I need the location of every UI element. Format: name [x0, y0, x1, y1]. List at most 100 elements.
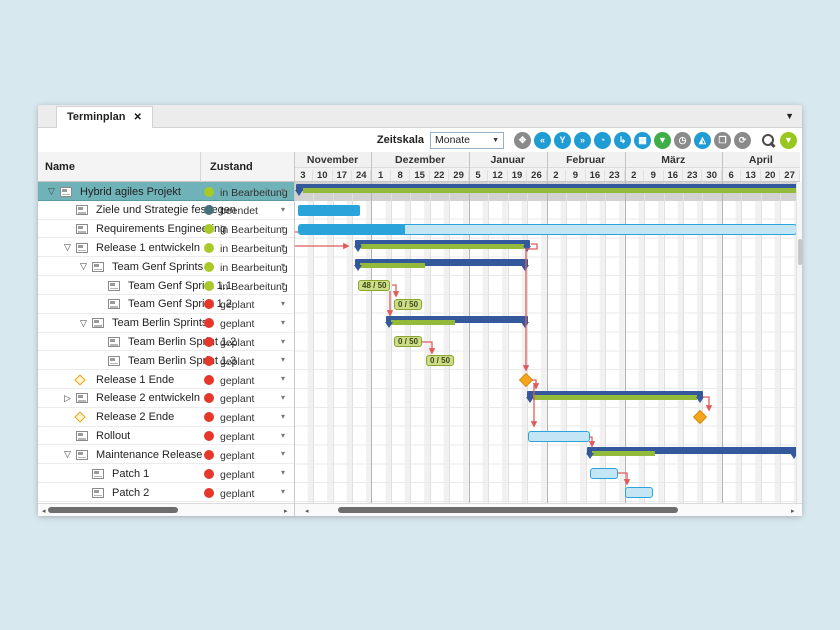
task-name[interactable]: Patch 2 [112, 486, 150, 499]
milestone-diamond[interactable] [692, 410, 708, 425]
jump-to-start-icon[interactable]: « [534, 131, 551, 149]
tab-terminplan[interactable]: Terminplan ✕ [56, 106, 153, 128]
capacity-pill[interactable]: 0 / 50 [426, 355, 455, 367]
scroll-right-icon[interactable]: ▸ [284, 507, 288, 515]
planned-task-bar[interactable] [528, 430, 590, 442]
status-dropdown-icon[interactable]: ▾ [281, 242, 286, 252]
chart-vscrollbar[interactable] [796, 182, 802, 503]
table-row[interactable]: Patch 2 geplant ▾ [38, 483, 294, 502]
pie-chart-icon[interactable]: ◔ [594, 131, 611, 149]
zeitskala-select[interactable]: Monate ▼ [430, 131, 504, 149]
expand-expander-icon[interactable]: ▷ [64, 392, 71, 403]
table-row[interactable]: Ziele und Strategie festlegen beendet ▾ [38, 200, 294, 220]
task-name[interactable]: Release 1 entwickeln [96, 241, 200, 254]
table-row[interactable]: ▽ Team Genf Sprints in Bearbeitung ▾ [38, 257, 294, 277]
status-dropdown-icon[interactable]: ▾ [281, 317, 286, 327]
table-hscrollbar[interactable]: ◂ ▸ [38, 503, 294, 516]
task-name[interactable]: Team Berlin Sprints [112, 317, 208, 330]
table-row[interactable]: Team Genf Sprint 1.1 in Bearbeitung ▾ [38, 276, 294, 295]
capacity-pill[interactable]: 0 / 50 [394, 336, 423, 348]
column-header-name[interactable]: Name [45, 161, 75, 173]
chart-hscroll-thumb[interactable] [338, 507, 678, 513]
filter-time-icon[interactable]: ▼ [780, 131, 797, 149]
table-row[interactable]: Rollout geplant ▾ [38, 426, 294, 446]
expand-branch-icon[interactable]: Y [554, 131, 571, 149]
task-bar-with-progress[interactable] [298, 223, 797, 235]
status-dropdown-icon[interactable]: ▾ [281, 336, 286, 346]
table-row[interactable]: Release 2 Ende geplant ▾ [38, 407, 294, 427]
milestone-diamond[interactable] [518, 372, 534, 387]
status-dropdown-icon[interactable]: ▾ [281, 411, 286, 421]
column-divider[interactable] [200, 152, 201, 182]
grid-report-icon[interactable]: ▦ [634, 131, 651, 149]
table-row[interactable]: Team Berlin Sprint 1.3 geplant ▾ [38, 351, 294, 371]
task-name[interactable]: Team Genf Sprint 1.2 [128, 298, 232, 311]
copy-plan-icon[interactable]: ❐ [714, 131, 731, 149]
task-name[interactable]: Release 2 entwickeln [96, 392, 200, 405]
table-row[interactable]: ▽ Maintenance Release 1 geplant ▾ [38, 445, 294, 465]
status-dropdown-icon[interactable]: ▾ [281, 374, 286, 384]
summary-bar[interactable] [526, 390, 704, 404]
task-name[interactable]: Maintenance Release 1 [96, 448, 212, 461]
status-dropdown-icon[interactable]: ▾ [281, 468, 286, 478]
summary-bar[interactable] [354, 240, 531, 253]
collapse-expander-icon[interactable]: ▽ [80, 261, 87, 272]
table-row[interactable]: ▽ Team Berlin Sprints geplant ▾ [38, 313, 294, 333]
scroll-left-icon[interactable]: ◂ [42, 507, 46, 515]
task-name[interactable]: Team Genf Sprints [112, 260, 204, 273]
summary-bar[interactable] [385, 315, 529, 329]
status-dropdown-icon[interactable]: ▾ [281, 392, 286, 402]
task-bar[interactable] [298, 204, 360, 216]
dependency-link-icon[interactable]: ↳ [614, 131, 631, 149]
task-name[interactable]: Requirements Engineering [96, 223, 227, 236]
task-name[interactable]: Hybrid agiles Projekt [80, 185, 181, 198]
status-dropdown-icon[interactable]: ▾ [281, 430, 286, 440]
task-name[interactable]: Ziele und Strategie festlegen [96, 204, 237, 217]
table-row[interactable]: Team Berlin Sprint 1.2 geplant ▾ [38, 332, 294, 352]
table-hscroll-thumb[interactable] [48, 507, 178, 513]
table-row[interactable]: Release 1 Ende geplant ▾ [38, 370, 294, 389]
status-dropdown-icon[interactable]: ▾ [281, 223, 286, 233]
scroll-left-icon[interactable]: ◂ [305, 507, 309, 515]
status-dropdown-icon[interactable]: ▾ [281, 261, 286, 271]
scroll-right-icon[interactable]: ▸ [791, 507, 795, 515]
status-dropdown-icon[interactable]: ▾ [281, 186, 286, 195]
summary-bar[interactable] [586, 447, 798, 460]
collapse-all-icon[interactable]: ✥ [514, 131, 531, 149]
collapse-expander-icon[interactable]: ▽ [48, 186, 55, 196]
status-dropdown-icon[interactable]: ▾ [281, 204, 286, 214]
chart-hscrollbar[interactable]: ◂ ▸ [295, 503, 802, 516]
tab-list-dropdown-icon[interactable]: ▼ [785, 111, 794, 121]
history-clock-icon[interactable]: ◷ [674, 131, 691, 149]
status-dropdown-icon[interactable]: ▾ [281, 487, 286, 496]
gantt-canvas[interactable]: 48 / 50 0 / 50 0 / 50 0 / 50 [295, 182, 800, 503]
column-header-zustand[interactable]: Zustand [210, 161, 253, 173]
refresh-icon[interactable]: ⟳ [734, 131, 751, 149]
table-row[interactable]: ▷ Release 2 entwickeln geplant ▾ [38, 388, 294, 408]
filter-icon[interactable]: ▼ [654, 131, 671, 149]
capacity-pill[interactable]: 0 / 50 [394, 298, 423, 310]
collapse-expander-icon[interactable]: ▽ [80, 317, 87, 328]
table-row[interactable]: Patch 1 geplant ▾ [38, 464, 294, 483]
task-name[interactable]: Team Genf Sprint 1.1 [128, 279, 232, 292]
status-dropdown-icon[interactable]: ▾ [281, 449, 286, 459]
task-name[interactable]: Patch 1 [112, 467, 150, 480]
collapse-expander-icon[interactable]: ▽ [64, 449, 71, 460]
table-row[interactable]: Team Genf Sprint 1.2 geplant ▾ [38, 294, 294, 314]
earned-value-icon[interactable]: ◭ [694, 131, 711, 149]
tab-close-icon[interactable]: ✕ [133, 112, 142, 123]
summary-bar[interactable] [295, 183, 800, 197]
summary-bar[interactable] [354, 259, 529, 272]
task-name[interactable]: Release 1 Ende [96, 373, 175, 386]
search-icon[interactable] [760, 132, 777, 149]
task-name[interactable]: Rollout [96, 430, 131, 443]
status-dropdown-icon[interactable]: ▾ [281, 298, 286, 308]
planned-task-bar[interactable] [590, 468, 618, 480]
planned-task-bar[interactable] [625, 487, 653, 499]
table-row[interactable]: Requirements Engineering in Bearbeitung ▾ [38, 219, 294, 239]
collapse-expander-icon[interactable]: ▽ [64, 242, 71, 253]
status-dropdown-icon[interactable]: ▾ [281, 355, 286, 365]
jump-to-end-icon[interactable]: » [574, 131, 591, 149]
task-name[interactable]: Release 2 Ende [96, 411, 175, 424]
status-dropdown-icon[interactable]: ▾ [281, 280, 286, 290]
